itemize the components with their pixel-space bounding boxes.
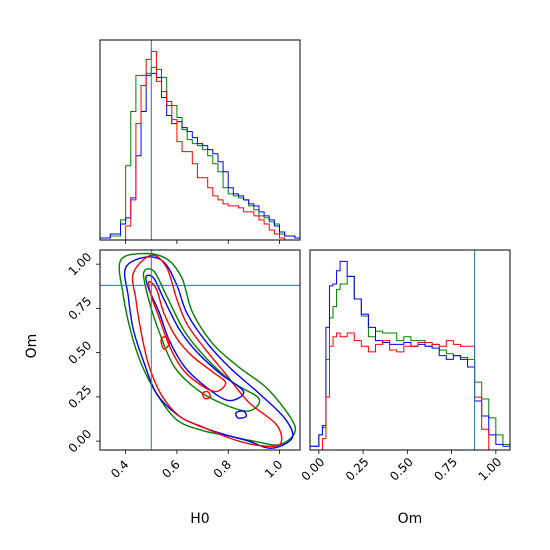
joint-xtick-label: 0.6 xyxy=(159,457,182,480)
joint-ytick-label: 0.00 xyxy=(66,427,95,456)
om-hist-frame xyxy=(309,249,511,451)
joint-xtick-label: 1.0 xyxy=(262,457,285,480)
om-hist-xtick-label: 0.75 xyxy=(431,455,460,484)
contour-outer-green xyxy=(118,252,297,446)
joint-xtick-label: 0.8 xyxy=(211,457,234,480)
om-hist-series-red xyxy=(310,332,510,451)
joint-ytick-label: 1.00 xyxy=(66,250,95,279)
contour-blob-red xyxy=(201,390,212,400)
om-hist-xtick-label: 1.00 xyxy=(476,455,505,484)
h0-histogram-panel xyxy=(99,39,301,244)
h0-om-contour-panel: 0.4 0.6 0.8 1.0 0.00 0.25 0.50 0.75 1.00 H0 Om xyxy=(24,249,301,527)
contour-outer-red xyxy=(131,254,283,448)
joint-ytick-label: 0.25 xyxy=(66,383,95,412)
joint-ytick-label: 0.50 xyxy=(66,338,95,367)
h0-hist-series-green xyxy=(99,66,301,240)
om-hist-xlabel: Om xyxy=(398,511,423,527)
contour-blob-blue xyxy=(234,410,248,419)
h0-hist-series-red xyxy=(100,50,300,241)
om-hist-xtick-label: 0.25 xyxy=(343,455,372,484)
joint-xlabel: H0 xyxy=(190,511,209,527)
h0-hist-frame xyxy=(99,39,301,241)
contour-inner-red xyxy=(147,280,227,393)
om-histogram-panel: 0.00 0.25 0.50 0.75 1.00 Om xyxy=(299,249,511,527)
joint-ylabel: Om xyxy=(24,334,40,359)
contour-inner-blue xyxy=(145,274,245,402)
contour-blob-red xyxy=(160,335,170,350)
om-hist-xtick-label: 0.50 xyxy=(387,455,416,484)
contour-inner-green xyxy=(142,268,261,412)
contour-group xyxy=(118,252,297,449)
h0-hist-series-blue xyxy=(99,72,301,240)
joint-frame xyxy=(99,249,301,451)
joint-ytick-label: 0.75 xyxy=(66,294,95,323)
contour-outer-blue xyxy=(123,256,294,449)
om-hist-series-green xyxy=(309,275,511,450)
joint-xtick-label: 0.4 xyxy=(108,457,131,480)
om-hist-xtick-label: 0.00 xyxy=(299,455,328,484)
